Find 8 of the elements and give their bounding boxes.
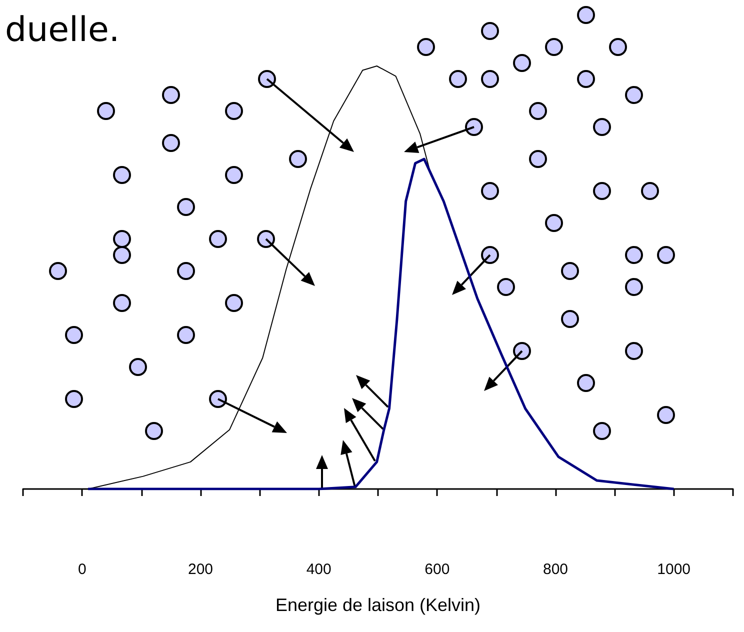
x-tick-label: 800 xyxy=(542,561,568,578)
x-tick-label: 0 xyxy=(78,561,86,578)
x-axis-title: Energie de laison (Kelvin) xyxy=(275,595,481,615)
x-tick-label: 400 xyxy=(306,561,332,578)
chart-title: duelle. xyxy=(5,10,120,50)
x-tick-label: 1000 xyxy=(657,561,691,578)
x-tick-label: 200 xyxy=(188,561,214,578)
x-tick-label: 600 xyxy=(424,561,450,578)
